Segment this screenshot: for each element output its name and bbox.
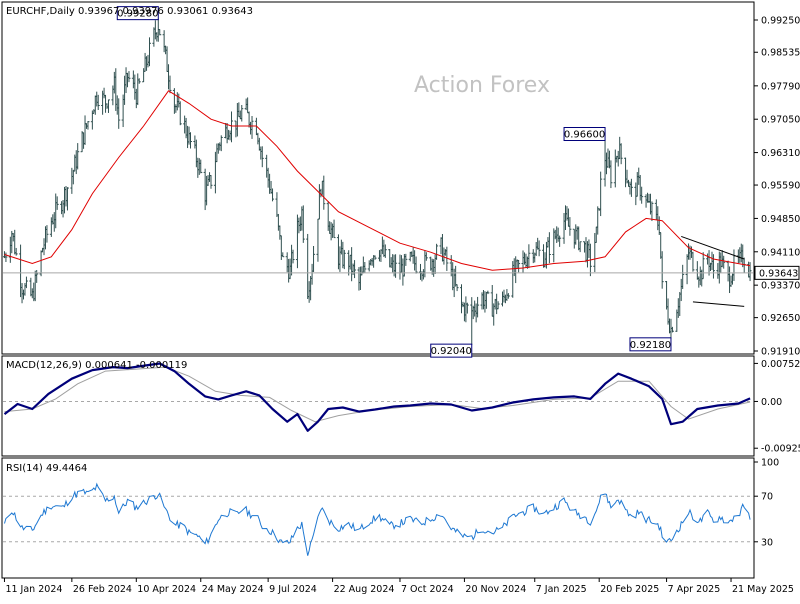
price-annotation-label: 0.96600 <box>564 130 605 141</box>
rsi-axis-label: 100 <box>761 458 779 469</box>
x-axis-label: 22 Aug 2024 <box>334 584 395 595</box>
moving-average-line <box>4 90 751 271</box>
price-axis-label: 0.99250 <box>761 16 800 27</box>
rsi-header: RSI(14) 49.4464 <box>6 463 87 474</box>
price-axis-label: 0.94110 <box>761 247 800 258</box>
current-price-label: 0.93643 <box>759 268 798 279</box>
macd-plot: 0.007526 0.00 -0.009252 <box>3 359 800 455</box>
x-axis-label: 10 Apr 2024 <box>137 584 196 595</box>
x-axis-label: 26 Feb 2024 <box>73 584 132 595</box>
macd-header: MACD(12,26,9) 0.000641 -0.000119 <box>6 360 187 371</box>
rsi-axis-label: 30 <box>761 537 773 548</box>
price-axis-label: 0.97790 <box>761 81 800 92</box>
price-axis-label: 0.95590 <box>761 181 800 192</box>
price-annotation-box <box>629 337 672 352</box>
x-axis-label: 24 May 2024 <box>202 584 264 595</box>
price-pane <box>1 1 755 355</box>
macd-pane <box>1 355 755 457</box>
rsi-axis-label: 70 <box>761 492 773 503</box>
macd-axis-label: 0.00 <box>761 397 782 408</box>
price-annotation-label: 0.99280 <box>117 9 158 20</box>
x-axis-label: 7 Oct 2024 <box>401 584 454 595</box>
price-annotation-label: 0.92040 <box>431 346 472 357</box>
price-axis-label: 0.92650 <box>761 313 800 324</box>
price-axis-label: 0.98535 <box>761 48 800 59</box>
x-axis-label: 7 Apr 2025 <box>668 584 721 595</box>
x-axis-label: 21 May 2025 <box>732 584 794 595</box>
price-annotation-label: 0.92180 <box>630 340 671 351</box>
x-axis-label: 20 Feb 2025 <box>600 584 659 595</box>
triangle-trendline <box>681 235 745 260</box>
price-axis-label: 0.91910 <box>761 347 800 358</box>
price-annotation-box <box>116 6 159 21</box>
price-header: EURCHF,Daily 0.93967 0.93976 0.93061 0.9… <box>6 6 253 17</box>
macd-line <box>3 362 751 432</box>
price-annotation-box <box>430 343 473 358</box>
rsi-pane <box>1 457 755 579</box>
x-axis-label: 20 Nov 2024 <box>465 584 526 595</box>
x-axis-label: 9 Jul 2024 <box>269 584 317 595</box>
macd-axis-label: -0.009252 <box>761 444 800 455</box>
triangle-trendline <box>692 301 745 307</box>
rsi-line <box>4 482 751 556</box>
x-axis: 11 Jan 2024 26 Feb 2024 10 Apr 2024 24 May … <box>3 578 794 595</box>
macd-axis-label: 0.007526 <box>761 359 800 370</box>
x-axis-label: 7 Jan 2025 <box>536 584 587 595</box>
price-plot: 0.99250 0.98535 0.97790 0.97050 0.96310 0.955… <box>2 6 800 358</box>
current-price-box <box>754 265 800 280</box>
x-axis-label: 11 Jan 2024 <box>5 584 62 595</box>
price-axis-label: 0.96310 <box>761 148 800 159</box>
rsi-plot: 100 70 30 <box>3 458 779 556</box>
price-axis-label: 0.93370 <box>761 281 800 292</box>
price-axis-label: 0.94850 <box>761 214 800 225</box>
watermark-text: Action Forex <box>414 73 550 98</box>
price-axis-label: 0.97050 <box>761 115 800 126</box>
price-annotation-box <box>563 127 606 142</box>
